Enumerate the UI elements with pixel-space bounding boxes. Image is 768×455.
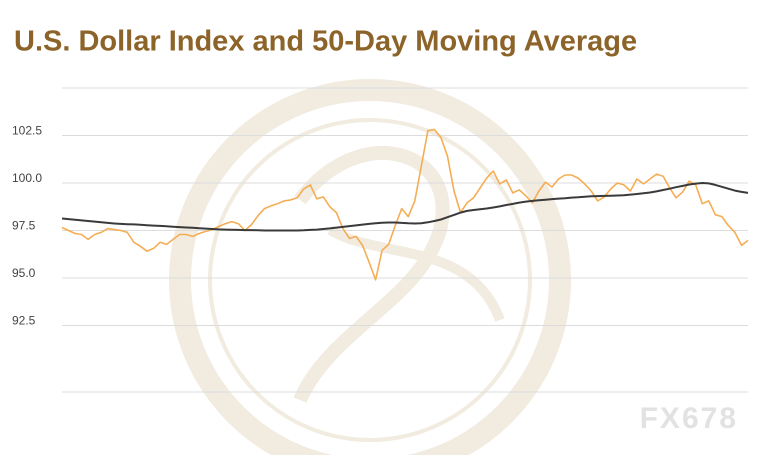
y-tick-label: 92.5 <box>12 314 36 328</box>
y-tick-label: 102.5 <box>12 124 42 138</box>
y-tick-label: 95.0 <box>12 266 36 280</box>
watermark-text: FX678 <box>640 402 738 435</box>
watermark-logo <box>169 79 571 455</box>
series-line <box>61 128 749 281</box>
y-tick-label: 97.5 <box>12 219 36 233</box>
chart-title: U.S. Dollar Index and 50-Day Moving Aver… <box>14 26 637 58</box>
y-tick-label: 100.0 <box>12 171 42 185</box>
series-line <box>61 182 749 232</box>
